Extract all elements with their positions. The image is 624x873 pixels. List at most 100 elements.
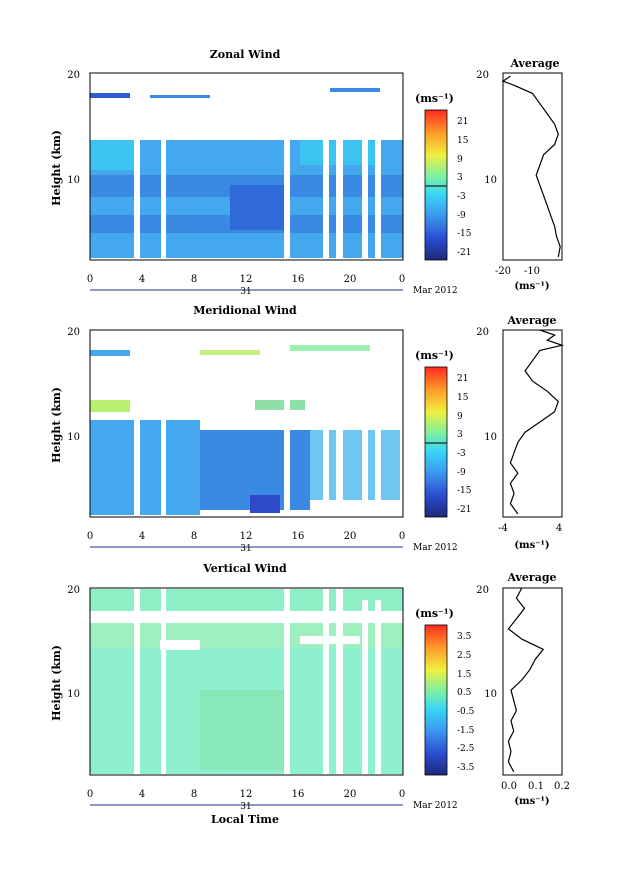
vertical-profile-x-tick-2: 0.2 xyxy=(554,781,570,792)
meridional-cb-tick-0: 21 xyxy=(457,374,468,384)
vertical-cb-tick-1: 2.5 xyxy=(457,651,472,661)
meridional-cb-tick-4: -3 xyxy=(457,449,466,459)
meridional-profile-title: Average xyxy=(506,314,556,327)
meridional-profile-x-tick-1: 4 xyxy=(556,523,562,534)
vertical-cb-tick-3: 0.5 xyxy=(457,688,472,698)
vertical-x-axis: 0 4 8 12 16 20 0 31 Mar 2012 Local Time xyxy=(87,789,458,826)
meridional-cb-tick-3: 3 xyxy=(457,430,463,440)
vertical-frame xyxy=(89,587,404,776)
panel-meridional: Meridional Wind 0 4 8 12 16 xyxy=(50,304,565,554)
zonal-profile-x-tick-0: -20 xyxy=(495,266,511,277)
zonal-profile-xlabel: (ms⁻¹) xyxy=(514,281,549,292)
vertical-x-tick-24: 0 xyxy=(399,789,405,800)
vertical-profile-title: Average xyxy=(506,571,556,584)
zonal-cb-tick-1: 15 xyxy=(457,136,469,146)
meridional-title: Meridional Wind xyxy=(193,304,297,317)
zonal-colorbar-unit: (ms⁻¹) xyxy=(415,92,454,105)
zonal-date-label: Mar 2012 xyxy=(413,286,458,296)
zonal-cb-tick-5: -9 xyxy=(457,211,466,221)
meridional-y-tick-10: 10 xyxy=(67,432,80,443)
zonal-x-tick-4: 4 xyxy=(139,274,145,285)
vertical-profile-line xyxy=(507,587,545,773)
meridional-cb-tick-6: -15 xyxy=(457,486,472,496)
meridional-cb-tick-5: -9 xyxy=(457,468,466,478)
zonal-profile-y-10: 10 xyxy=(484,175,497,186)
vertical-day-label: 31 xyxy=(240,802,251,812)
vertical-profile-y-10: 10 xyxy=(484,689,497,700)
vertical-cb-tick-2: 1.5 xyxy=(457,670,472,680)
meridional-x-tick-12: 12 xyxy=(240,531,253,542)
zonal-profile-line xyxy=(501,75,561,258)
zonal-cb-tick-3: 3 xyxy=(457,173,463,183)
zonal-gaps xyxy=(134,140,381,260)
meridional-x-tick-0: 0 xyxy=(87,531,93,542)
vertical-profile-x-tick-1: 0.1 xyxy=(528,781,544,792)
meridional-x-tick-16: 16 xyxy=(292,531,305,542)
vertical-x-tick-16: 16 xyxy=(292,789,305,800)
meridional-colorbar: (ms⁻¹) 21 15 9 3 -3 -9 -15 -21 xyxy=(415,349,472,518)
zonal-frame xyxy=(89,72,404,261)
zonal-cb-tick-2: 9 xyxy=(457,155,463,165)
vertical-y-tick-20: 20 xyxy=(67,585,80,596)
meridional-gaps xyxy=(134,400,381,518)
zonal-profile-title: Average xyxy=(509,57,559,70)
x-axis-label: Local Time xyxy=(211,813,279,826)
zonal-profile-y-20: 20 xyxy=(476,70,489,81)
meridional-x-axis: 0 4 8 12 16 20 0 31 Mar 2012 xyxy=(87,531,458,554)
zonal-cb-tick-6: -15 xyxy=(457,229,472,239)
meridional-colorbar-unit: (ms⁻¹) xyxy=(415,349,454,362)
zonal-x-tick-12: 12 xyxy=(240,274,253,285)
zonal-colorbar: (ms⁻¹) 21 15 9 3 -3 -9 -15 -21 xyxy=(415,92,472,261)
zonal-y-tick-20: 20 xyxy=(67,70,80,81)
panel-vertical: Vertical Wind 0 4 8 12 16 20 0 xyxy=(50,562,570,826)
vertical-profile-x-tick-0: 0.0 xyxy=(501,781,517,792)
meridional-y-tick-20: 20 xyxy=(67,327,80,338)
vertical-date-label: Mar 2012 xyxy=(413,801,458,811)
vertical-profile: Average 20 10 0.0 0.1 0.2 (ms⁻¹) xyxy=(476,571,570,807)
zonal-y-axis: 20 10 Height (km) xyxy=(50,70,80,206)
meridional-profile-x-tick-0: -4 xyxy=(498,523,508,534)
meridional-day-label: 31 xyxy=(240,544,251,554)
vertical-cb-tick-0: 3.5 xyxy=(457,632,472,642)
zonal-profile-x-tick-1: -10 xyxy=(524,266,540,277)
panel-zonal: Zonal Wind 0 4 8 12 16 xyxy=(50,48,563,297)
vertical-x-tick-0: 0 xyxy=(87,789,93,800)
meridional-date-label: Mar 2012 xyxy=(413,543,458,553)
zonal-y-tick-10: 10 xyxy=(67,175,80,186)
vertical-gaps xyxy=(134,589,381,775)
zonal-profile: Average 20 10 -20 -10 (ms⁻¹) xyxy=(476,57,563,292)
meridional-frame xyxy=(89,329,404,518)
meridional-x-tick-24: 0 xyxy=(399,531,405,542)
vertical-cb-tick-7: -3.5 xyxy=(457,763,475,773)
vertical-y-tick-10: 10 xyxy=(67,689,80,700)
zonal-x-tick-20: 20 xyxy=(344,274,357,285)
meridional-profile-y-20: 20 xyxy=(476,327,489,338)
vertical-y-axis: 20 10 Height (km) xyxy=(50,585,80,721)
vertical-x-tick-4: 4 xyxy=(139,789,145,800)
vertical-cb-tick-4: -0.5 xyxy=(457,707,475,717)
zonal-cb-tick-7: -21 xyxy=(457,248,472,258)
meridional-x-tick-20: 20 xyxy=(344,531,357,542)
zonal-y-label: Height (km) xyxy=(50,130,63,206)
vertical-cb-tick-5: -1.5 xyxy=(457,726,475,736)
vertical-profile-xlabel: (ms⁻¹) xyxy=(514,796,549,807)
meridional-profile-line xyxy=(509,329,565,515)
vertical-cb-tick-6: -2.5 xyxy=(457,744,475,754)
vertical-y-label: Height (km) xyxy=(50,645,63,721)
meridional-cb-tick-1: 15 xyxy=(457,393,469,403)
meridional-x-tick-8: 8 xyxy=(191,531,197,542)
meridional-y-label: Height (km) xyxy=(50,387,63,463)
meridional-x-tick-4: 4 xyxy=(139,531,145,542)
meridional-y-axis: 20 10 Height (km) xyxy=(50,327,80,463)
vertical-title: Vertical Wind xyxy=(202,562,287,575)
zonal-x-axis: 0 4 8 12 16 20 0 31 Mar 2012 xyxy=(87,274,458,297)
zonal-x-tick-0: 0 xyxy=(87,274,93,285)
meridional-cb-tick-2: 9 xyxy=(457,412,463,422)
zonal-x-tick-16: 16 xyxy=(292,274,305,285)
vertical-x-tick-20: 20 xyxy=(344,789,357,800)
vertical-colorbar-unit: (ms⁻¹) xyxy=(415,607,454,620)
zonal-x-tick-24: 0 xyxy=(399,274,405,285)
zonal-cb-tick-0: 21 xyxy=(457,117,468,127)
vertical-profile-y-20: 20 xyxy=(476,585,489,596)
